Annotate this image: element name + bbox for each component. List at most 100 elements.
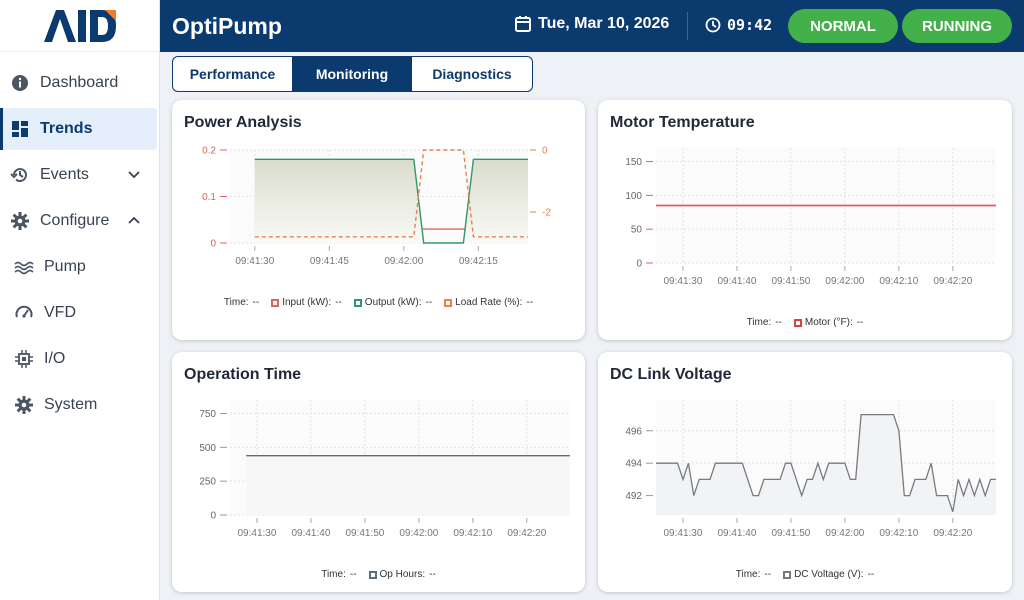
x-tick-label: 09:42:10: [453, 528, 492, 539]
y-tick-label: 0: [636, 259, 642, 270]
sidebar-item-label: I/O: [44, 350, 65, 368]
legend-time-value: --: [350, 569, 357, 580]
clock-icon: [705, 17, 721, 33]
x-tick-label: 09:41:30: [664, 528, 703, 539]
legend-value: --: [857, 317, 864, 328]
legend-item[interactable]: Op Hours: --: [369, 569, 436, 580]
sidebar-item-label: VFD: [44, 304, 76, 322]
legend-label: Load Rate (%):: [455, 297, 522, 308]
y-tick-label: 0: [210, 239, 216, 250]
chart-legend: Time: -- DC Voltage (V): --: [598, 569, 1012, 580]
tab-diagnostics[interactable]: Diagnostics: [412, 57, 532, 91]
sidebar-item-vfd[interactable]: VFD: [0, 292, 157, 334]
date-text: Tue, Mar 10, 2026: [538, 15, 669, 33]
x-tick-label: 09:42:00: [825, 528, 864, 539]
x-tick-label: 09:42:00: [384, 256, 423, 267]
chevron-down-icon[interactable]: [127, 167, 141, 181]
sidebar-item-events[interactable]: Events: [0, 154, 157, 196]
x-tick-label: 09:41:50: [771, 528, 810, 539]
legend-swatch: [369, 571, 377, 579]
legend-item[interactable]: Input (kW): --: [271, 297, 342, 308]
sidebar-item-label: System: [44, 396, 97, 414]
running-status-button[interactable]: RUNNING: [902, 9, 1012, 43]
legend-time-label: Time:: [736, 569, 761, 580]
motor-temperature-chart[interactable]: 150 100 50 0 09:41:30 09:41:40 09:41:50 09:42:0…: [598, 100, 1012, 340]
operation-time-chart[interactable]: 750 500 250 0 09:41:30 09:41:40 09:41:50 09:42:…: [172, 352, 585, 592]
legend-time: Time: --: [224, 297, 259, 308]
legend-time-label: Time:: [747, 317, 772, 328]
legend-time-label: Time:: [321, 569, 346, 580]
legend-value: --: [526, 297, 533, 308]
x-tick-label: 09:42:20: [507, 528, 546, 539]
legend-value: --: [335, 297, 342, 308]
y-tick-label: 0.2: [202, 146, 216, 157]
legend-item[interactable]: Output (kW): --: [354, 297, 432, 308]
time-text: 09:42: [727, 16, 772, 34]
sidebar-item-label: Trends: [40, 120, 92, 138]
x-tick-label: 09:41:40: [291, 528, 330, 539]
legend-label: Input (kW):: [282, 297, 331, 308]
x-tick-label: 09:42:10: [879, 528, 918, 539]
x-tick-label: 09:41:45: [310, 256, 349, 267]
x-tick-label: 09:41:50: [771, 276, 810, 287]
dc-link-voltage-chart[interactable]: 496 494 492 09:41:30 09:41:40 09:41:50 09:42:0…: [598, 352, 1012, 592]
sidebar-item-dashboard[interactable]: Dashboard: [0, 62, 157, 104]
calendar-icon: [514, 15, 532, 33]
series-area: [255, 159, 528, 243]
legend-label: Output (kW):: [365, 297, 422, 308]
legend-item[interactable]: Motor (°F): --: [794, 317, 864, 328]
legend-value: --: [429, 569, 436, 580]
legend-time: Time: --: [747, 317, 782, 328]
info-circle-icon: [10, 73, 30, 93]
legend-swatch: [354, 299, 362, 307]
header-divider: [687, 12, 688, 40]
aid-logo-icon: [42, 8, 118, 44]
legend-time: Time: --: [736, 569, 771, 580]
sidebar-item-configure[interactable]: Configure: [0, 200, 157, 242]
y-tick-label: 492: [625, 491, 642, 502]
x-tick-label: 09:41:50: [345, 528, 384, 539]
sidebar-item-pump[interactable]: Pump: [0, 246, 157, 288]
legend-label: Motor (°F):: [805, 317, 853, 328]
x-tick-label: 09:41:40: [717, 528, 756, 539]
y-tick-label: 496: [625, 426, 642, 437]
sidebar-item-trends[interactable]: Trends: [0, 108, 157, 150]
legend-time: Time: --: [321, 569, 356, 580]
y-tick-label: 100: [625, 191, 642, 202]
legend-time-value: --: [775, 317, 782, 328]
tab-performance[interactable]: Performance: [173, 57, 293, 91]
legend-time-label: Time:: [224, 297, 249, 308]
legend-item[interactable]: Load Rate (%): --: [444, 297, 533, 308]
y-tick-label: 250: [199, 477, 216, 488]
header-time: 09:42: [705, 16, 772, 34]
x-tick-label: 09:42:10: [879, 276, 918, 287]
y2-tick-label: 0: [542, 146, 548, 157]
gear-icon: [10, 211, 30, 231]
y-tick-label: 494: [625, 459, 642, 470]
y-tick-label: 0.1: [202, 192, 216, 203]
dashboard-grid-icon: [10, 119, 30, 139]
tab-bar: Performance Monitoring Diagnostics: [172, 56, 533, 92]
y-tick-label: 150: [625, 157, 642, 168]
legend-swatch: [444, 299, 452, 307]
chart-legend: Time: -- Op Hours: --: [172, 569, 585, 580]
sidebar-item-i-o[interactable]: I/O: [0, 338, 157, 380]
legend-item[interactable]: DC Voltage (V): --: [783, 569, 874, 580]
x-tick-label: 09:41:40: [717, 276, 756, 287]
normal-status-button[interactable]: NORMAL: [788, 9, 898, 43]
logo: [0, 0, 159, 52]
x-tick-label: 09:42:00: [825, 276, 864, 287]
legend-value: --: [425, 297, 432, 308]
sidebar-item-system[interactable]: System: [0, 384, 157, 426]
sidebar-item-label: Pump: [44, 258, 86, 276]
y-tick-label: 750: [199, 409, 216, 420]
x-tick-label: 09:42:20: [933, 528, 972, 539]
tab-monitoring[interactable]: Monitoring: [293, 57, 412, 91]
chart-legend: Time: -- Input (kW): -- Output (kW): -- Load R…: [172, 297, 585, 308]
chip-icon: [14, 349, 34, 369]
y-tick-label: 0: [210, 511, 216, 522]
chevron-up-icon[interactable]: [127, 213, 141, 227]
legend-time-value: --: [764, 569, 771, 580]
y-tick-label: 500: [199, 443, 216, 454]
history-icon: [10, 165, 30, 185]
